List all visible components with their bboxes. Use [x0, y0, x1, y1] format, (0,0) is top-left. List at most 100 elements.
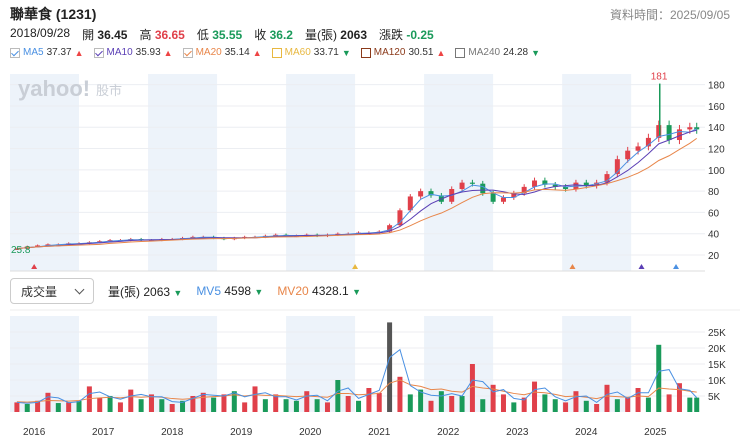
volume-bar [159, 399, 165, 412]
event-marker-icon[interactable] [569, 264, 576, 269]
ma-toggle-ma60[interactable]: MA60 33.71 ▼ [271, 47, 351, 58]
ma-toggle-ma120[interactable]: MA120 30.51 ▲ [360, 47, 446, 58]
price-tick-label: 180 [708, 81, 725, 92]
volume-bar [563, 402, 569, 412]
candle [594, 182, 600, 186]
x-tick-label: 2025 [644, 427, 667, 438]
quote-summary: 2018/09/28 開 36.45 高 36.65 低 35.55 收 36.… [10, 26, 434, 43]
event-marker-icon[interactable] [31, 264, 38, 269]
candle [490, 193, 496, 202]
ma-toggle-ma5[interactable]: MA5 37.37 ▲ [10, 47, 84, 58]
high-annotation: 181 [651, 72, 668, 83]
checkbox-icon[interactable] [455, 47, 466, 58]
mv5-line [16, 348, 698, 404]
volume-bar [428, 400, 434, 412]
volume-bar [117, 402, 123, 412]
ma-toggle-ma240[interactable]: MA240 24.28 ▼ [455, 47, 540, 58]
arrow-down-icon: ▼ [352, 287, 361, 297]
candle [666, 125, 672, 141]
indicator-select[interactable]: 成交量 [10, 278, 94, 304]
candle [397, 210, 403, 226]
volume-bar [635, 388, 641, 412]
volume-tick-label: 25K [708, 328, 726, 339]
volume-bar [128, 389, 134, 412]
volume-bar [335, 380, 341, 412]
checkbox-icon[interactable] [271, 47, 282, 58]
volume-bar [200, 392, 206, 412]
volume-bar [262, 399, 268, 412]
candle [542, 180, 548, 185]
arrow-up-icon: ▲ [163, 47, 173, 58]
ma-toggle-ma20[interactable]: MA20 35.14 ▲ [182, 47, 262, 58]
checkbox-icon[interactable] [182, 47, 193, 58]
quote-date: 2018/09/28 [10, 26, 71, 40]
candle [635, 146, 641, 151]
stock-title: 聯華食 (1231) [10, 6, 97, 22]
checkbox-icon[interactable] [360, 47, 371, 58]
ma-legend: MA5 37.37 ▲ MA10 35.93 ▲ MA20 35.14 ▲ MA60 33.7… [10, 47, 550, 58]
volume-bar [552, 399, 558, 412]
year-band-price [562, 74, 632, 271]
arrow-up-icon: ▲ [436, 47, 446, 58]
volume-bar [438, 391, 444, 412]
volume-bar [573, 391, 579, 412]
ma20-line [16, 137, 698, 250]
volume-bar [666, 394, 672, 412]
candle [407, 196, 413, 211]
x-tick-label: 2017 [92, 427, 115, 438]
watermark-suffix: 股市 [96, 83, 122, 98]
volume-bar [211, 397, 217, 412]
x-tick-label: 2020 [299, 427, 322, 438]
quote-change: 漲跌 -0.25 [379, 28, 434, 42]
arrow-down-icon: ▼ [531, 47, 541, 58]
volume-bar [97, 397, 103, 412]
volume-bar [687, 397, 693, 412]
quote-close: 收 36.2 [254, 28, 293, 42]
candle [687, 127, 693, 130]
volume-bar [345, 396, 351, 412]
volume-bar [459, 396, 465, 412]
x-tick-label: 2016 [23, 427, 46, 438]
volume-bar [55, 403, 61, 412]
ma-toggle-ma10[interactable]: MA10 35.93 ▲ [93, 47, 173, 58]
event-marker-icon[interactable] [352, 264, 359, 269]
checkbox-icon[interactable] [10, 47, 20, 58]
low-annotation: 25.8 [11, 245, 31, 256]
volume-bar [645, 397, 651, 412]
checkbox-icon[interactable] [93, 47, 104, 58]
event-marker-icon[interactable] [638, 264, 645, 269]
volume-bar [376, 392, 382, 412]
year-band-price [148, 74, 218, 271]
volume-bar [314, 399, 320, 412]
arrow-up-icon: ▲ [252, 47, 262, 58]
volume-bar [148, 394, 154, 412]
x-tick-label: 2021 [368, 427, 391, 438]
candle [428, 191, 434, 196]
ma10-line [16, 129, 697, 250]
volume-bar [231, 391, 237, 412]
price-tick-label: 40 [708, 230, 720, 241]
volume-bar [500, 394, 506, 412]
volume-bars [14, 322, 700, 412]
arrow-down-icon: ▼ [254, 287, 264, 297]
volume-bar [190, 396, 196, 412]
price-tick-label: 160 [708, 102, 725, 113]
candle [14, 248, 20, 250]
yahoo-watermark: yahoo! [18, 76, 90, 101]
candle [459, 182, 465, 190]
candle [480, 183, 486, 194]
volume-ma-lines [16, 348, 698, 404]
x-tick-label: 2022 [437, 427, 460, 438]
price-tick-label: 140 [708, 123, 725, 134]
candle [500, 197, 506, 202]
volume-tick-label: 5K [708, 392, 721, 403]
volume-bar [542, 394, 548, 412]
event-marker-icon[interactable] [673, 264, 680, 269]
volume-gridlines [10, 331, 705, 397]
volume-bar [273, 394, 279, 412]
x-tick-label: 2018 [161, 427, 184, 438]
candle [614, 159, 620, 175]
candle [583, 182, 589, 186]
volume-bar [293, 400, 299, 412]
